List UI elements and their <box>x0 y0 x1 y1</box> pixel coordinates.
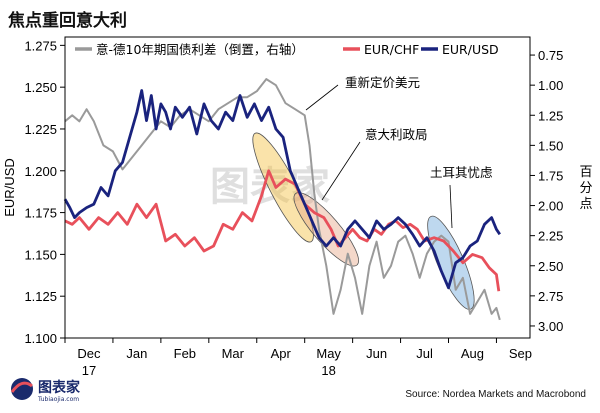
plot-frame <box>64 36 531 339</box>
x-tick-label: Apr <box>271 346 292 361</box>
y-left-tick-label: 1.225 <box>24 122 57 137</box>
x-tick-label: Sep <box>509 346 532 361</box>
y-left-tick-label: 1.175 <box>24 206 57 221</box>
axes: 1.100 1.125 1.150 1.175 1.200 1.225 1.250 1.275… <box>2 36 593 378</box>
logo-text: 图表家 <box>38 379 81 396</box>
y-left-tick-label: 1.200 <box>24 164 57 179</box>
highlight-ellipse <box>293 192 359 267</box>
x-tick-label: Jun <box>366 346 387 361</box>
y-right-tick-label: 2.75 <box>538 289 563 304</box>
x-tick-label: May <box>316 346 341 361</box>
y-left-tick-label: 1.100 <box>24 331 57 346</box>
logo: 图表家 Tubiaojia.com <box>10 378 81 403</box>
legend-label: 意-德10年期国债利差（倒置，右轴） <box>96 42 304 57</box>
x-tick-label: Mar <box>222 346 245 361</box>
annotation-label: 意大利政局 <box>365 127 428 142</box>
y-left-tick-label: 1.275 <box>24 38 57 53</box>
annotation-label: 土耳其忧虑 <box>430 165 493 180</box>
x-tick-label: Dec <box>77 346 101 361</box>
legend: 意-德10年期国债利差（倒置，右轴） EUR/CHF EUR/USD <box>75 42 499 57</box>
x-year-label: 18 <box>321 363 335 378</box>
y-right-axis-label: 分 <box>579 181 592 196</box>
y-right-tick-label: 2.50 <box>538 259 563 274</box>
y-right-axis-label: 百 <box>579 165 592 180</box>
x-tick-label: Jul <box>416 346 433 361</box>
y-right-axis-label: 点 <box>579 197 592 212</box>
series-line <box>63 89 501 290</box>
y-left-tick-label: 1.250 <box>24 80 57 95</box>
x-tick-label: Feb <box>174 346 196 361</box>
logo-subtext: Tubiaojia.com <box>37 396 79 403</box>
series-lines <box>63 78 501 321</box>
annotation-leader <box>321 141 361 201</box>
y-right-tick-label: 2.00 <box>538 199 563 214</box>
y-right-tick-label: 1.25 <box>538 108 563 123</box>
x-tick-label: Jan <box>126 346 147 361</box>
annotation-leader <box>305 84 339 111</box>
y-right-tick-label: 1.75 <box>538 168 563 183</box>
y-right-tick-label: 1.50 <box>538 138 563 153</box>
annotation-leader <box>449 184 453 229</box>
y-left-tick-label: 1.125 <box>24 289 57 304</box>
annotation-label: 重新定价美元 <box>345 75 420 90</box>
page-title: 焦点重回意大利 <box>8 11 127 31</box>
x-tick-label: Aug <box>461 346 484 361</box>
y-left-tick-label: 1.150 <box>24 247 57 262</box>
legend-label: EUR/USD <box>442 42 499 57</box>
series-line <box>64 78 501 321</box>
y-right-tick-label: 3.00 <box>538 319 563 334</box>
y-right-tick-label: 1.00 <box>538 78 563 93</box>
legend-label: EUR/CHF <box>364 42 419 57</box>
y-left-axis-label: EUR/USD <box>2 158 17 217</box>
y-right-tick-label: 2.25 <box>538 229 563 244</box>
source-note: Source: Nordea Markets and Macrobond <box>405 389 586 400</box>
x-year-label: 17 <box>82 363 96 378</box>
y-right-tick-label: 0.75 <box>538 48 563 63</box>
